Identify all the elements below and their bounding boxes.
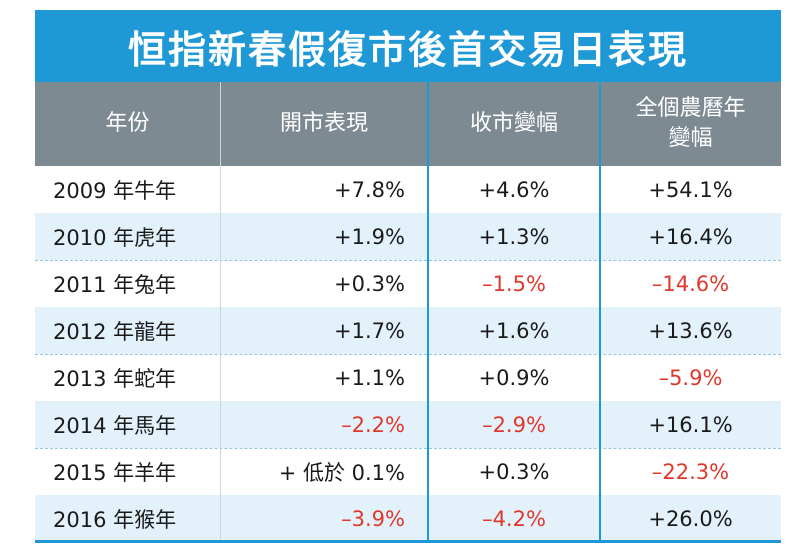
column-divider <box>220 82 221 542</box>
table-title: 恒指新春假復市後首交易日表現 <box>35 10 781 82</box>
year-cell: 2010 年虎年 <box>53 225 177 250</box>
row-divider <box>35 260 781 261</box>
column-divider <box>599 82 601 542</box>
close-cell: +0.9% <box>478 365 550 390</box>
table-frame: 恒指新春假復市後首交易日表現 年份 開市表現 收市變幅 全個農曆年 變幅 200… <box>35 10 781 543</box>
table-bottom-border <box>35 540 781 543</box>
header-close: 收市變幅 <box>469 111 558 136</box>
year-cell: 2013 年蛇年 <box>53 366 177 391</box>
close-cell: +4.6% <box>478 177 550 202</box>
table-row: 2012 年龍年 +1.7% +1.6% +13.6% <box>35 307 781 355</box>
close-cell: +1.6% <box>478 318 550 343</box>
table-row: 2014 年馬年 –2.2% –2.9% +16.1% <box>35 401 781 449</box>
header-open: 開市表現 <box>279 111 368 136</box>
header-year: 年份 <box>105 111 150 136</box>
full-year-cell: +26.0% <box>648 506 733 531</box>
year-cell: 2011 年兔年 <box>53 272 177 297</box>
close-cell: +1.3% <box>478 224 550 249</box>
table-row: 2010 年虎年 +1.9% +1.3% +16.4% <box>35 213 781 261</box>
year-cell: 2012 年龍年 <box>53 319 177 344</box>
open-cell: +1.7% <box>334 318 405 343</box>
row-divider <box>35 354 781 355</box>
full-year-cell: +16.4% <box>648 224 733 249</box>
year-cell: 2009 年牛年 <box>53 178 177 203</box>
close-cell: +0.3% <box>478 459 550 484</box>
close-cell: –2.9% <box>482 412 546 437</box>
table-row: 2015 年羊年 + 低於 0.1% +0.3% –22.3% <box>35 448 781 496</box>
open-cell: +7.8% <box>334 177 405 202</box>
full-year-cell: +54.1% <box>648 177 733 202</box>
header-full-year-line1: 全個農曆年 <box>635 96 746 121</box>
full-year-cell: +13.6% <box>648 318 733 343</box>
open-cell: + 低於 0.1% <box>278 460 405 485</box>
table-row: 2009 年牛年 +7.8% +4.6% +54.1% <box>35 166 781 214</box>
header-full-year: 全個農曆年 變幅 <box>600 82 781 166</box>
open-cell: +1.1% <box>334 365 405 390</box>
table-row: 2011 年兔年 +0.3% –1.5% –14.6% <box>35 260 781 308</box>
full-year-cell: –14.6% <box>651 271 730 296</box>
open-cell: +0.3% <box>334 271 405 296</box>
column-divider <box>427 82 429 542</box>
table-header: 年份 開市表現 收市變幅 全個農曆年 變幅 <box>35 82 781 166</box>
table-row: 2013 年蛇年 +1.1% +0.9% –5.9% <box>35 354 781 402</box>
open-cell: +1.9% <box>334 224 405 249</box>
open-cell: –3.9% <box>341 506 405 531</box>
year-cell: 2015 年羊年 <box>53 460 177 485</box>
header-full-year-line2: 變幅 <box>668 126 713 151</box>
full-year-cell: +16.1% <box>648 412 733 437</box>
close-cell: –1.5% <box>482 271 546 296</box>
full-year-cell: –22.3% <box>651 459 730 484</box>
open-cell: –2.2% <box>341 412 405 437</box>
close-cell: –4.2% <box>482 506 546 531</box>
full-year-cell: –5.9% <box>658 365 723 390</box>
table-body: 2009 年牛年 +7.8% +4.6% +54.1% 2010 年虎年 +1.… <box>35 166 781 542</box>
year-cell: 2014 年馬年 <box>53 413 177 438</box>
row-divider <box>35 448 781 449</box>
year-cell: 2016 年猴年 <box>53 507 177 532</box>
table-row: 2016 年猴年 –3.9% –4.2% +26.0% <box>35 495 781 542</box>
